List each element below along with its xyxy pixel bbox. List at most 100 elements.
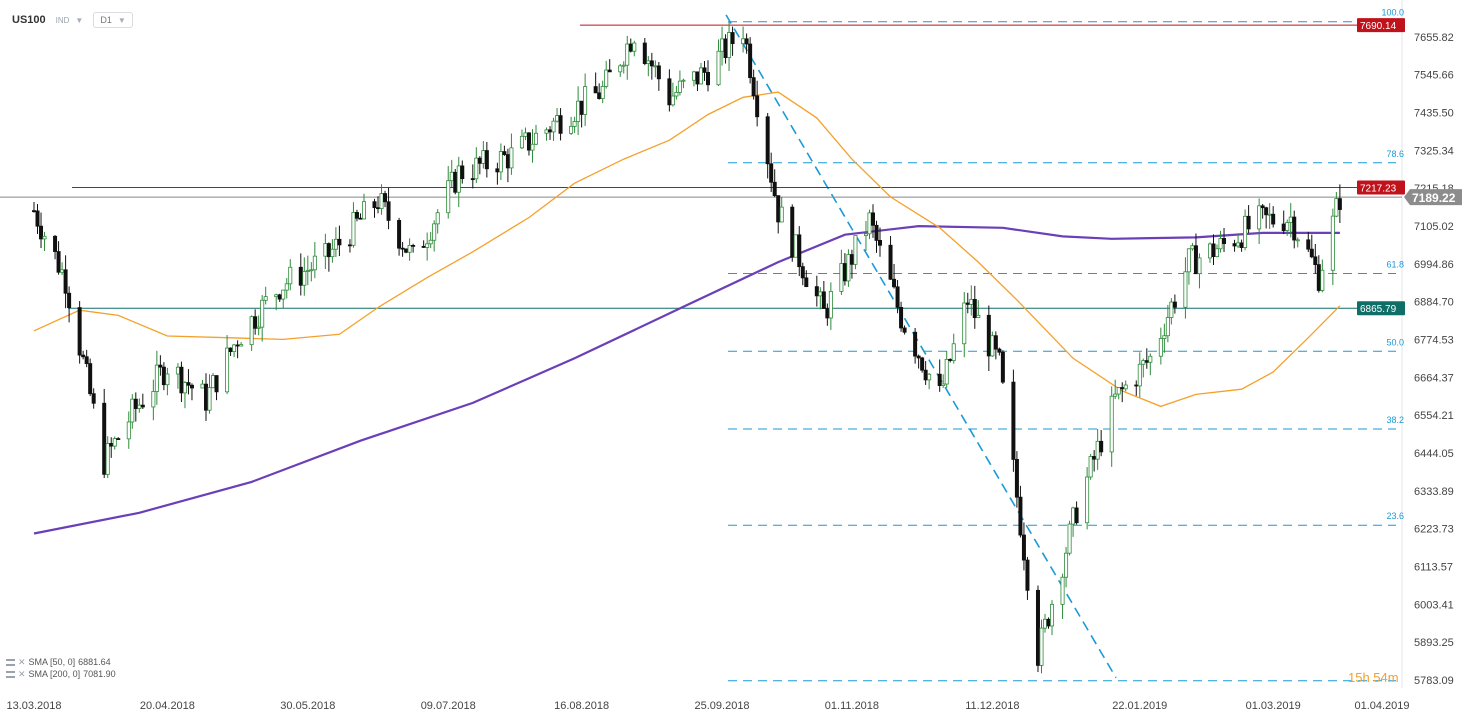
settings-icon[interactable] [6,658,15,666]
resistance-badge-text: 7690.14 [1360,21,1397,32]
candle-body [63,269,68,294]
symbol-label[interactable]: US100 [12,14,46,26]
candle-body [1190,245,1195,250]
candle-body [1264,207,1269,216]
close-icon[interactable]: ✕ [18,657,26,667]
candle-body [1144,360,1149,363]
sma50-line[interactable] [33,91,1341,408]
candle-body [179,366,184,394]
candle-body [411,245,416,247]
candle-body [849,254,854,265]
timeframe-selector[interactable]: D1 ▼ [93,12,133,28]
market-selector[interactable]: IND ▼ [56,16,84,25]
candle-body [519,135,524,149]
x-tick-label: 01.04.2019 [1354,700,1409,712]
candle-body [1285,222,1290,231]
y-tick-label: 5893.25 [1414,637,1454,649]
chart-header: US100 IND ▼ D1 ▼ [12,10,133,30]
support-badge[interactable] [1357,301,1405,316]
candle-body [681,79,686,82]
candle-body [825,308,830,319]
candle-body [793,234,798,258]
candle-body [772,181,777,197]
candle-body [839,263,844,292]
current-price-tag[interactable] [1404,189,1462,206]
candle-body [326,243,331,258]
x-tick-label: 20.04.2018 [140,700,195,712]
candle-body [347,244,352,247]
candle-body [1271,213,1276,225]
y-tick-label: 6664.37 [1414,372,1454,384]
candle-body [274,294,279,298]
candle-body [154,364,159,392]
candle-body [769,163,774,183]
candle-body [951,343,956,361]
candle-body [228,347,233,353]
trend-line[interactable] [725,14,1117,679]
candle-body [1021,534,1026,561]
candle-body [1215,248,1220,258]
candle-body [677,80,682,93]
candle-body [874,224,879,241]
y-tick-label: 6223.73 [1414,524,1454,536]
candle-body [1243,215,1248,248]
indicator-legend: ✕ SMA [50, 0] 6881.64 ✕ SMA [200, 0] 708… [6,656,116,680]
fib-level-label: 38.2 [1386,415,1404,425]
candle-body [1137,363,1142,387]
resistance-badge[interactable] [1357,180,1405,195]
y-tick-label: 6444.05 [1414,448,1454,460]
candle-body [1222,238,1227,245]
candle-body [186,382,191,386]
candle-body [302,271,307,286]
candle-body [112,438,117,447]
candle-body [1183,271,1188,308]
settings-icon[interactable] [6,670,15,678]
candle-body [902,327,907,333]
candle-body [1141,360,1146,365]
x-tick-label: 16.08.2018 [554,700,609,712]
candle-body [1060,576,1065,605]
candle-body [77,307,82,356]
indicator-row-sma200: ✕ SMA [200, 0] 7081.90 [6,668,116,680]
candle-body [225,347,230,393]
candle-body [1050,603,1055,627]
candle-body [1218,238,1223,250]
resistance-badge[interactable] [1357,18,1405,33]
candle-body [470,178,475,181]
candle-body [323,243,328,257]
candle-body [667,78,672,106]
candle-body [702,67,707,73]
candle-body [993,335,998,350]
candle-body [1288,216,1293,223]
candle-body [288,266,293,285]
candle-body [1109,395,1114,453]
candle-body [888,244,893,280]
candle-body [867,212,872,235]
y-tick-label: 6774.53 [1414,335,1454,347]
candle-body [39,225,44,240]
candle-body [579,100,584,115]
candle-body [632,42,637,52]
timeframe-label: D1 [100,15,112,25]
candle-body [1197,257,1202,275]
candle-body [600,85,605,99]
candle-body [42,235,47,240]
candle-body [284,283,289,291]
candle-body [555,115,560,122]
candle-body [502,151,507,155]
sma200-line[interactable] [33,224,1340,535]
candle-body [986,314,991,357]
close-icon[interactable]: ✕ [18,669,26,679]
candle-body [649,60,654,67]
candle-body [1113,393,1118,397]
candle-body [105,443,110,475]
candle-body [937,373,942,386]
candle-body [892,278,897,288]
candle-body [997,348,1002,353]
x-tick-label: 22.01.2019 [1112,700,1167,712]
candle-body [656,65,661,80]
candle-body [161,366,166,386]
candle-body [1257,205,1262,230]
candle-body [1158,338,1163,357]
